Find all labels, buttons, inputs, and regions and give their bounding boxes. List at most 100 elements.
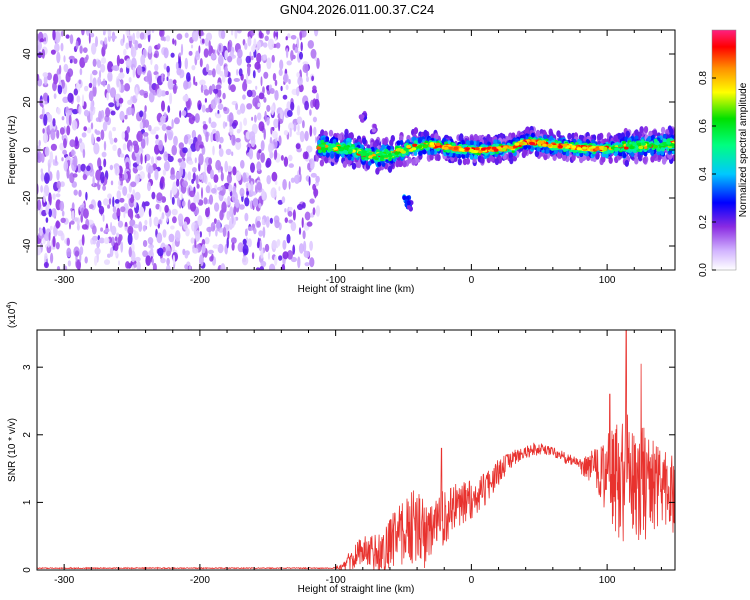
ridge-cell bbox=[534, 150, 540, 158]
noise-cell bbox=[297, 203, 304, 211]
noise-cell bbox=[172, 79, 177, 85]
noise-cell bbox=[83, 126, 87, 132]
noise-cell bbox=[287, 250, 293, 260]
noise-cell bbox=[82, 148, 86, 159]
ridge-cell bbox=[617, 144, 623, 148]
ridge-cell bbox=[403, 147, 409, 152]
top-x-tick-label: 100 bbox=[599, 275, 616, 286]
noise-cell bbox=[125, 42, 129, 50]
noise-cell bbox=[43, 192, 46, 203]
ridge-cell bbox=[396, 140, 401, 146]
ridge-cell bbox=[325, 152, 330, 158]
noise-cell bbox=[156, 192, 163, 202]
noise-cell bbox=[274, 255, 278, 266]
noise-cell bbox=[293, 174, 300, 184]
noise-cell bbox=[183, 221, 188, 231]
noise-cell bbox=[215, 63, 221, 75]
noise-cell bbox=[285, 36, 288, 41]
noise-cell bbox=[310, 172, 317, 178]
noise-cell bbox=[44, 146, 50, 157]
noise-cell bbox=[148, 244, 155, 249]
noise-cell bbox=[54, 31, 61, 44]
ridge-cell bbox=[642, 156, 647, 164]
noise-cell bbox=[258, 92, 265, 100]
noise-cell bbox=[271, 54, 275, 63]
noise-cell bbox=[112, 126, 116, 132]
noise-cell bbox=[103, 140, 107, 151]
noise-region bbox=[37, 30, 321, 270]
noise-cell bbox=[118, 260, 120, 266]
noise-cell bbox=[171, 144, 177, 156]
noise-cell bbox=[55, 155, 58, 164]
noise-cell bbox=[73, 155, 78, 168]
ridge-cell bbox=[384, 148, 389, 153]
noise-cell bbox=[264, 110, 267, 123]
noise-cell bbox=[192, 172, 196, 182]
noise-cell bbox=[55, 220, 60, 229]
noise-cell bbox=[208, 157, 213, 165]
noise-cell bbox=[195, 50, 200, 58]
noise-cell bbox=[92, 58, 97, 67]
colorbar-tick-label: 0.6 bbox=[698, 119, 709, 133]
noise-cell bbox=[247, 238, 252, 248]
noise-cell bbox=[144, 105, 147, 113]
noise-cell bbox=[90, 122, 94, 130]
noise-cell bbox=[192, 247, 199, 254]
ridge-cell bbox=[406, 145, 411, 149]
noise-cell bbox=[86, 127, 92, 134]
noise-cell bbox=[231, 242, 235, 251]
ridge-cell bbox=[565, 151, 570, 157]
noise-cell bbox=[120, 206, 126, 213]
ridge-cell bbox=[347, 155, 352, 161]
noise-cell bbox=[218, 144, 222, 150]
noise-cell bbox=[114, 199, 120, 204]
noise-cell bbox=[258, 203, 262, 209]
noise-cell bbox=[302, 230, 306, 240]
ridge-cell bbox=[518, 142, 524, 146]
noise-cell bbox=[290, 177, 295, 183]
noise-cell bbox=[279, 109, 283, 120]
noise-cell bbox=[101, 57, 107, 64]
noise-cell bbox=[100, 227, 104, 232]
noise-cell bbox=[250, 181, 254, 193]
ridge-cell bbox=[380, 155, 385, 159]
noise-cell bbox=[296, 37, 299, 48]
noise-cell bbox=[304, 100, 309, 111]
noise-cell bbox=[124, 114, 128, 120]
noise-cell bbox=[253, 38, 257, 48]
noise-cell bbox=[285, 84, 289, 91]
top-y-tick-label: 40 bbox=[22, 48, 33, 60]
noise-cell bbox=[177, 213, 184, 223]
noise-cell bbox=[219, 70, 224, 77]
noise-cell bbox=[207, 206, 210, 215]
noise-cell bbox=[292, 244, 296, 255]
ridge-cell bbox=[324, 156, 329, 164]
noise-cell bbox=[173, 117, 180, 125]
noise-cell bbox=[79, 246, 84, 256]
noise-cell bbox=[174, 39, 177, 46]
noise-cell bbox=[124, 130, 129, 142]
noise-cell bbox=[276, 238, 281, 247]
noise-cell bbox=[139, 32, 145, 40]
noise-cell bbox=[107, 83, 111, 94]
noise-cell bbox=[134, 191, 141, 201]
noise-cell bbox=[145, 30, 151, 36]
top-x-axis-label: Height of straight line (km) bbox=[298, 284, 415, 295]
noise-cell bbox=[136, 213, 140, 219]
noise-cell bbox=[117, 220, 124, 228]
ridge-cell bbox=[320, 129, 325, 137]
bottom-y-tick-label: 2 bbox=[22, 432, 33, 438]
noise-cell bbox=[256, 181, 262, 191]
noise-cell bbox=[119, 153, 125, 158]
noise-cell bbox=[186, 72, 191, 82]
noise-cell bbox=[152, 262, 157, 270]
noise-cell bbox=[92, 175, 95, 187]
ridge-cell bbox=[501, 148, 507, 152]
noise-cell bbox=[74, 136, 79, 147]
top-x-axis: -300 -200 -100 0 100 bbox=[36, 30, 662, 286]
noise-cell bbox=[65, 71, 71, 83]
noise-cell bbox=[124, 226, 128, 231]
colorbar-tick-label: 0.4 bbox=[698, 167, 709, 181]
bottom-y-axis: 0 1 2 3 bbox=[22, 364, 675, 573]
